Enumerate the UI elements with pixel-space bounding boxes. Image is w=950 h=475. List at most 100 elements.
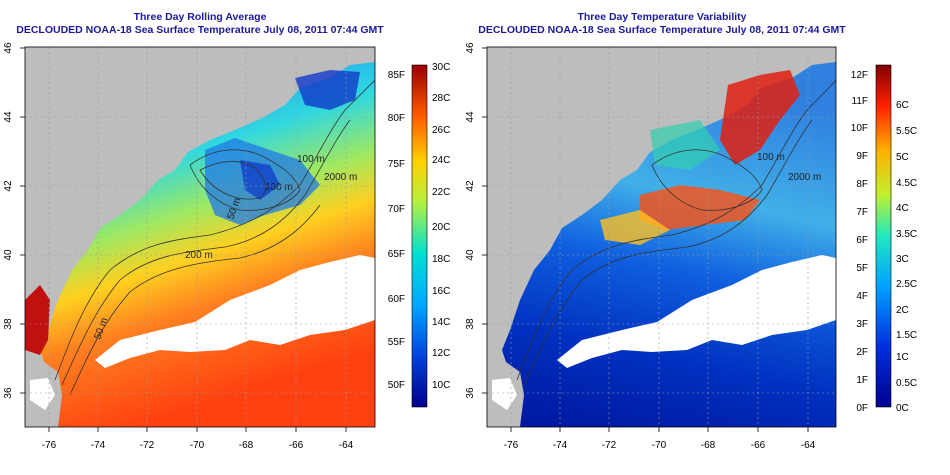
right-x-tick: -66 [751, 440, 766, 451]
right-grid [487, 47, 836, 427]
right-tick-marks [482, 47, 809, 432]
right-bathymetry-contours [516, 79, 836, 386]
right-map: 100 m 2000 m [487, 47, 836, 427]
left-x-tick: -70 [190, 440, 205, 451]
colorbar-c-label: 20C [432, 222, 450, 233]
colorbar-f-label: 75F [388, 159, 405, 170]
colorbar-c-label: 12C [432, 348, 450, 359]
right-contour-labels: 100 m 2000 m [757, 152, 821, 183]
left-title-line2: DECLOUDED NOAA-18 Sea Surface Temperatur… [16, 24, 384, 36]
colorbar-f-label: 55F [388, 337, 405, 348]
colorbar-c-label: 24C [432, 155, 450, 166]
colorbar-c-label: 6C [896, 100, 909, 111]
colorbar-c-label: 0.5C [896, 378, 917, 389]
left-colorbar-c-labels: 30C 28C 26C 24C 22C 20C 18C 16C 14C 12C … [432, 62, 450, 391]
right-y-tick: 38 [465, 318, 476, 330]
left-y-tick: 36 [3, 387, 14, 399]
colorbar-c-label: 30C [432, 62, 450, 73]
colorbar-f-label: 4F [856, 291, 868, 302]
left-x-axis: -76 -74 -72 -70 -68 -66 -64 [42, 440, 354, 451]
colorbar-c-label: 5.5C [896, 126, 917, 137]
colorbar-c-label: 5C [896, 152, 909, 163]
colorbar-f-label: 7F [856, 207, 868, 218]
colorbar-c-label: 14C [432, 317, 450, 328]
colorbar-c-label: 10C [432, 380, 450, 391]
right-x-tick: -74 [553, 440, 568, 451]
left-grid [25, 47, 375, 427]
right-x-axis: -76 -74 -72 -70 -68 -66 -64 [504, 440, 816, 451]
colorbar-c-label: 26C [432, 125, 450, 136]
left-y-axis: 46 44 42 40 38 36 [3, 42, 14, 399]
contour-label-2000m: 2000 m [788, 172, 821, 183]
left-y-tick: 38 [3, 318, 14, 330]
colorbar-f-label: 60F [388, 294, 405, 305]
colorbar-c-label: 1.5C [896, 330, 917, 341]
colorbar-c-label: 0C [896, 403, 909, 414]
right-cyan-patch [650, 120, 720, 170]
left-cold-north [295, 70, 360, 110]
colorbar-c-label: 4C [896, 203, 909, 214]
right-high-var-shelf [640, 185, 760, 230]
colorbar-c-label: 3C [896, 254, 909, 265]
left-title: Three Day Rolling Average DECLOUDED NOAA… [0, 11, 400, 37]
colorbar-f-label: 2F [856, 347, 868, 358]
contour-label-100m-a: 100 m [297, 154, 325, 165]
right-map-frame [486, 46, 837, 428]
colorbar-f-label: 8F [856, 179, 868, 190]
right-mid-var [600, 210, 670, 245]
right-y-tick: 46 [465, 42, 476, 54]
right-cloud-mask [557, 255, 836, 368]
left-contour-labels: 100 m 2000 m 100 m 50 m 200 m 50 m [92, 154, 357, 341]
colorbar-c-label: 16C [432, 286, 450, 297]
left-colorbar [411, 64, 428, 408]
colorbar-c-label: 2C [896, 305, 909, 316]
right-title: Three Day Temperature Variability DECLOU… [462, 11, 862, 37]
left-x-tick: -64 [339, 440, 354, 451]
left-coastal-warm-patch [25, 285, 50, 355]
left-tick-marks [20, 47, 347, 432]
right-y-tick: 36 [465, 387, 476, 399]
left-y-tick: 42 [3, 180, 14, 192]
left-x-tick: -74 [91, 440, 106, 451]
left-x-tick: -66 [289, 440, 304, 451]
right-colorbar-f-labels: 12F 11F 10F 9F 8F 7F 6F 5F 4F 3F 2F 1F 0… [851, 70, 868, 414]
contour-label-100m-b: 100 m [265, 182, 293, 193]
colorbar-f-label: 80F [388, 113, 405, 124]
right-high-var-north [720, 70, 800, 165]
left-y-tick: 40 [3, 249, 14, 261]
contour-label-100m: 100 m [757, 152, 785, 163]
colorbar-c-label: 1C [896, 352, 909, 363]
right-colorbar [875, 64, 892, 408]
colorbar-f-label: 6F [856, 235, 868, 246]
left-map: 100 m 2000 m 100 m 50 m 200 m 50 m [25, 47, 375, 427]
colorbar-f-label: 0F [856, 403, 868, 414]
colorbar-f-label: 12F [851, 70, 868, 81]
colorbar-f-label: 85F [388, 70, 405, 81]
right-y-tick: 40 [465, 249, 476, 261]
colorbar-c-label: 22C [432, 187, 450, 198]
colorbar-f-label: 5F [856, 263, 868, 274]
colorbar-f-label: 9F [856, 151, 868, 162]
colorbar-f-label: 3F [856, 319, 868, 330]
colorbar-c-label: 4.5C [896, 178, 917, 189]
colorbar-f-label: 70F [388, 204, 405, 215]
left-cloud-mask [95, 255, 375, 368]
right-x-tick: -70 [652, 440, 667, 451]
right-y-tick: 44 [465, 111, 476, 123]
right-title-line2: DECLOUDED NOAA-18 Sea Surface Temperatur… [478, 24, 846, 36]
colorbar-f-label: 65F [388, 249, 405, 260]
left-cold-core [240, 160, 280, 200]
left-title-line1: Three Day Rolling Average [133, 11, 267, 23]
right-x-tick: -76 [504, 440, 519, 451]
right-colorbar-c-labels: 6C 5.5C 5C 4.5C 4C 3.5C 3C 2.5C 2C 1.5C … [896, 100, 917, 414]
left-x-tick: -68 [239, 440, 254, 451]
colorbar-f-label: 11F [852, 96, 869, 107]
contour-label-200m: 200 m [185, 250, 213, 261]
right-x-tick: -72 [602, 440, 617, 451]
right-x-tick: -68 [701, 440, 716, 451]
left-x-tick: -76 [42, 440, 57, 451]
contour-label-2000m: 2000 m [324, 172, 357, 183]
colorbar-c-label: 28C [432, 93, 450, 104]
left-bathymetry-contours [54, 79, 375, 396]
right-y-tick: 42 [465, 180, 476, 192]
